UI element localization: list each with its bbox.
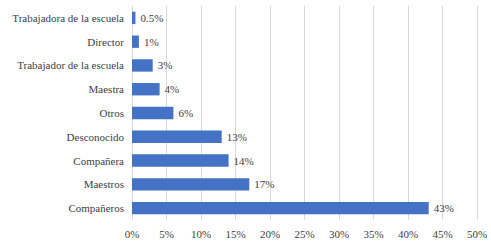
svg-text:1%: 1% — [144, 36, 159, 48]
svg-text:Director: Director — [87, 36, 124, 48]
svg-text:35%: 35% — [363, 228, 383, 240]
svg-text:17%: 17% — [254, 178, 274, 190]
svg-text:Maestra: Maestra — [89, 83, 125, 95]
svg-text:Trabajador de la escuela: Trabajador de la escuela — [17, 59, 124, 71]
svg-text:Compañeros: Compañeros — [68, 202, 124, 214]
svg-text:4%: 4% — [165, 83, 180, 95]
svg-text:20%: 20% — [260, 228, 280, 240]
svg-text:Otros: Otros — [100, 107, 124, 119]
svg-text:43%: 43% — [434, 202, 454, 214]
svg-text:25%: 25% — [294, 228, 314, 240]
svg-text:Desconocido: Desconocido — [67, 131, 125, 143]
svg-text:13%: 13% — [227, 131, 247, 143]
svg-text:Maestros: Maestros — [84, 178, 124, 190]
svg-text:40%: 40% — [398, 228, 418, 240]
svg-text:15%: 15% — [225, 228, 245, 240]
svg-text:5%: 5% — [159, 228, 174, 240]
svg-text:6%: 6% — [178, 107, 193, 119]
svg-text:Trabajadora de la escuela: Trabajadora de la escuela — [12, 12, 124, 24]
svg-text:0%: 0% — [125, 228, 140, 240]
svg-text:10%: 10% — [191, 228, 211, 240]
svg-text:0.5%: 0.5% — [140, 12, 163, 24]
svg-text:14%: 14% — [234, 155, 254, 167]
svg-text:50%: 50% — [467, 228, 487, 240]
svg-text:30%: 30% — [329, 228, 349, 240]
svg-text:Compañera: Compañera — [73, 155, 124, 167]
svg-text:3%: 3% — [158, 59, 173, 71]
svg-text:45%: 45% — [432, 228, 452, 240]
